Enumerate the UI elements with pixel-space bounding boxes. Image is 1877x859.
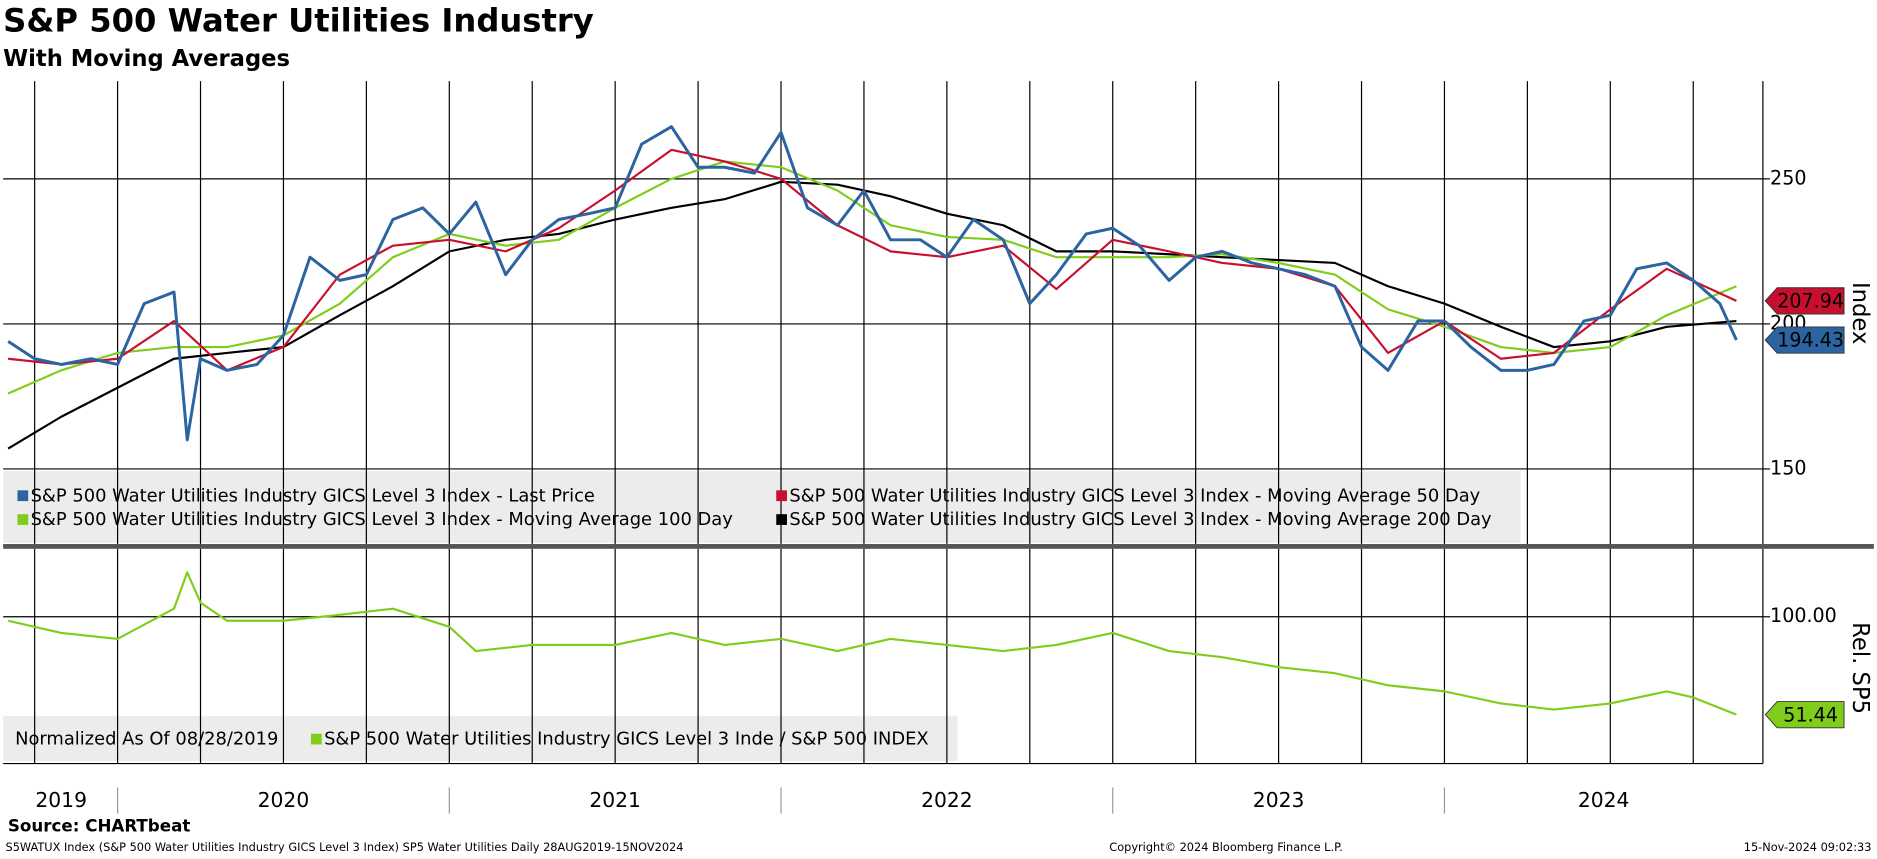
series-line [7, 160, 1737, 395]
legend-swatch [17, 490, 29, 502]
timestamp: 15-Nov-2024 09:02:33 [1744, 840, 1872, 854]
note: Normalized As Of 08/28/2019 [15, 729, 278, 750]
value-tag [1764, 287, 1845, 315]
x-tick-label: 2022 [921, 788, 973, 812]
value-tag [1764, 326, 1845, 354]
legend-label: S&P 500 Water Utilities Industry GICS Le… [324, 729, 929, 750]
value-tag [1764, 701, 1845, 729]
series-line [7, 125, 1738, 442]
value-tag-label: 194.43 [1777, 330, 1844, 352]
legend-label: S&P 500 Water Utilities Industry GICS Le… [31, 485, 595, 506]
y-tick-label: 150 [1770, 457, 1806, 479]
legend-box [3, 471, 1521, 543]
series-line [7, 571, 1737, 716]
y-axis-label: Index [1847, 282, 1873, 344]
x-tick-label: 2019 [35, 788, 87, 812]
copyright: Copyright© 2024 Bloomberg Finance L.P. [1109, 840, 1342, 854]
legend-swatch [776, 514, 787, 525]
chart-title: S&P 500 Water Utilities Industry [3, 2, 594, 40]
footer-ticker: S5WATUX Index (S&P 500 Water Utilities I… [6, 840, 684, 854]
series-line [7, 180, 1737, 450]
legend-box [3, 715, 958, 762]
y-axis-label: Rel. SP5 [1847, 622, 1873, 714]
legend-swatch [776, 490, 787, 502]
x-tick-label: 2023 [1253, 788, 1305, 812]
chart-subtitle: With Moving Averages [3, 46, 290, 72]
legend-swatch [17, 514, 29, 525]
x-tick-label: 2024 [1578, 788, 1630, 812]
legend-label: S&P 500 Water Utilities Industry GICS Le… [789, 509, 1492, 530]
legend-swatch [310, 733, 322, 745]
x-tick-label: 2020 [258, 788, 310, 812]
x-tick-label: 2021 [589, 788, 641, 812]
source: Source: CHARTbeat [8, 815, 190, 835]
y-tick-label: 100.00 [1770, 605, 1837, 627]
y-tick-label: 250 [1770, 167, 1806, 189]
legend-label: S&P 500 Water Utilities Industry GICS Le… [31, 509, 734, 530]
legend-label: S&P 500 Water Utilities Industry GICS Le… [789, 485, 1480, 506]
value-tag-label: 207.94 [1777, 291, 1844, 313]
series-line [8, 148, 1737, 372]
panel-divider [3, 544, 1874, 549]
value-tag-label: 51.44 [1783, 704, 1838, 726]
